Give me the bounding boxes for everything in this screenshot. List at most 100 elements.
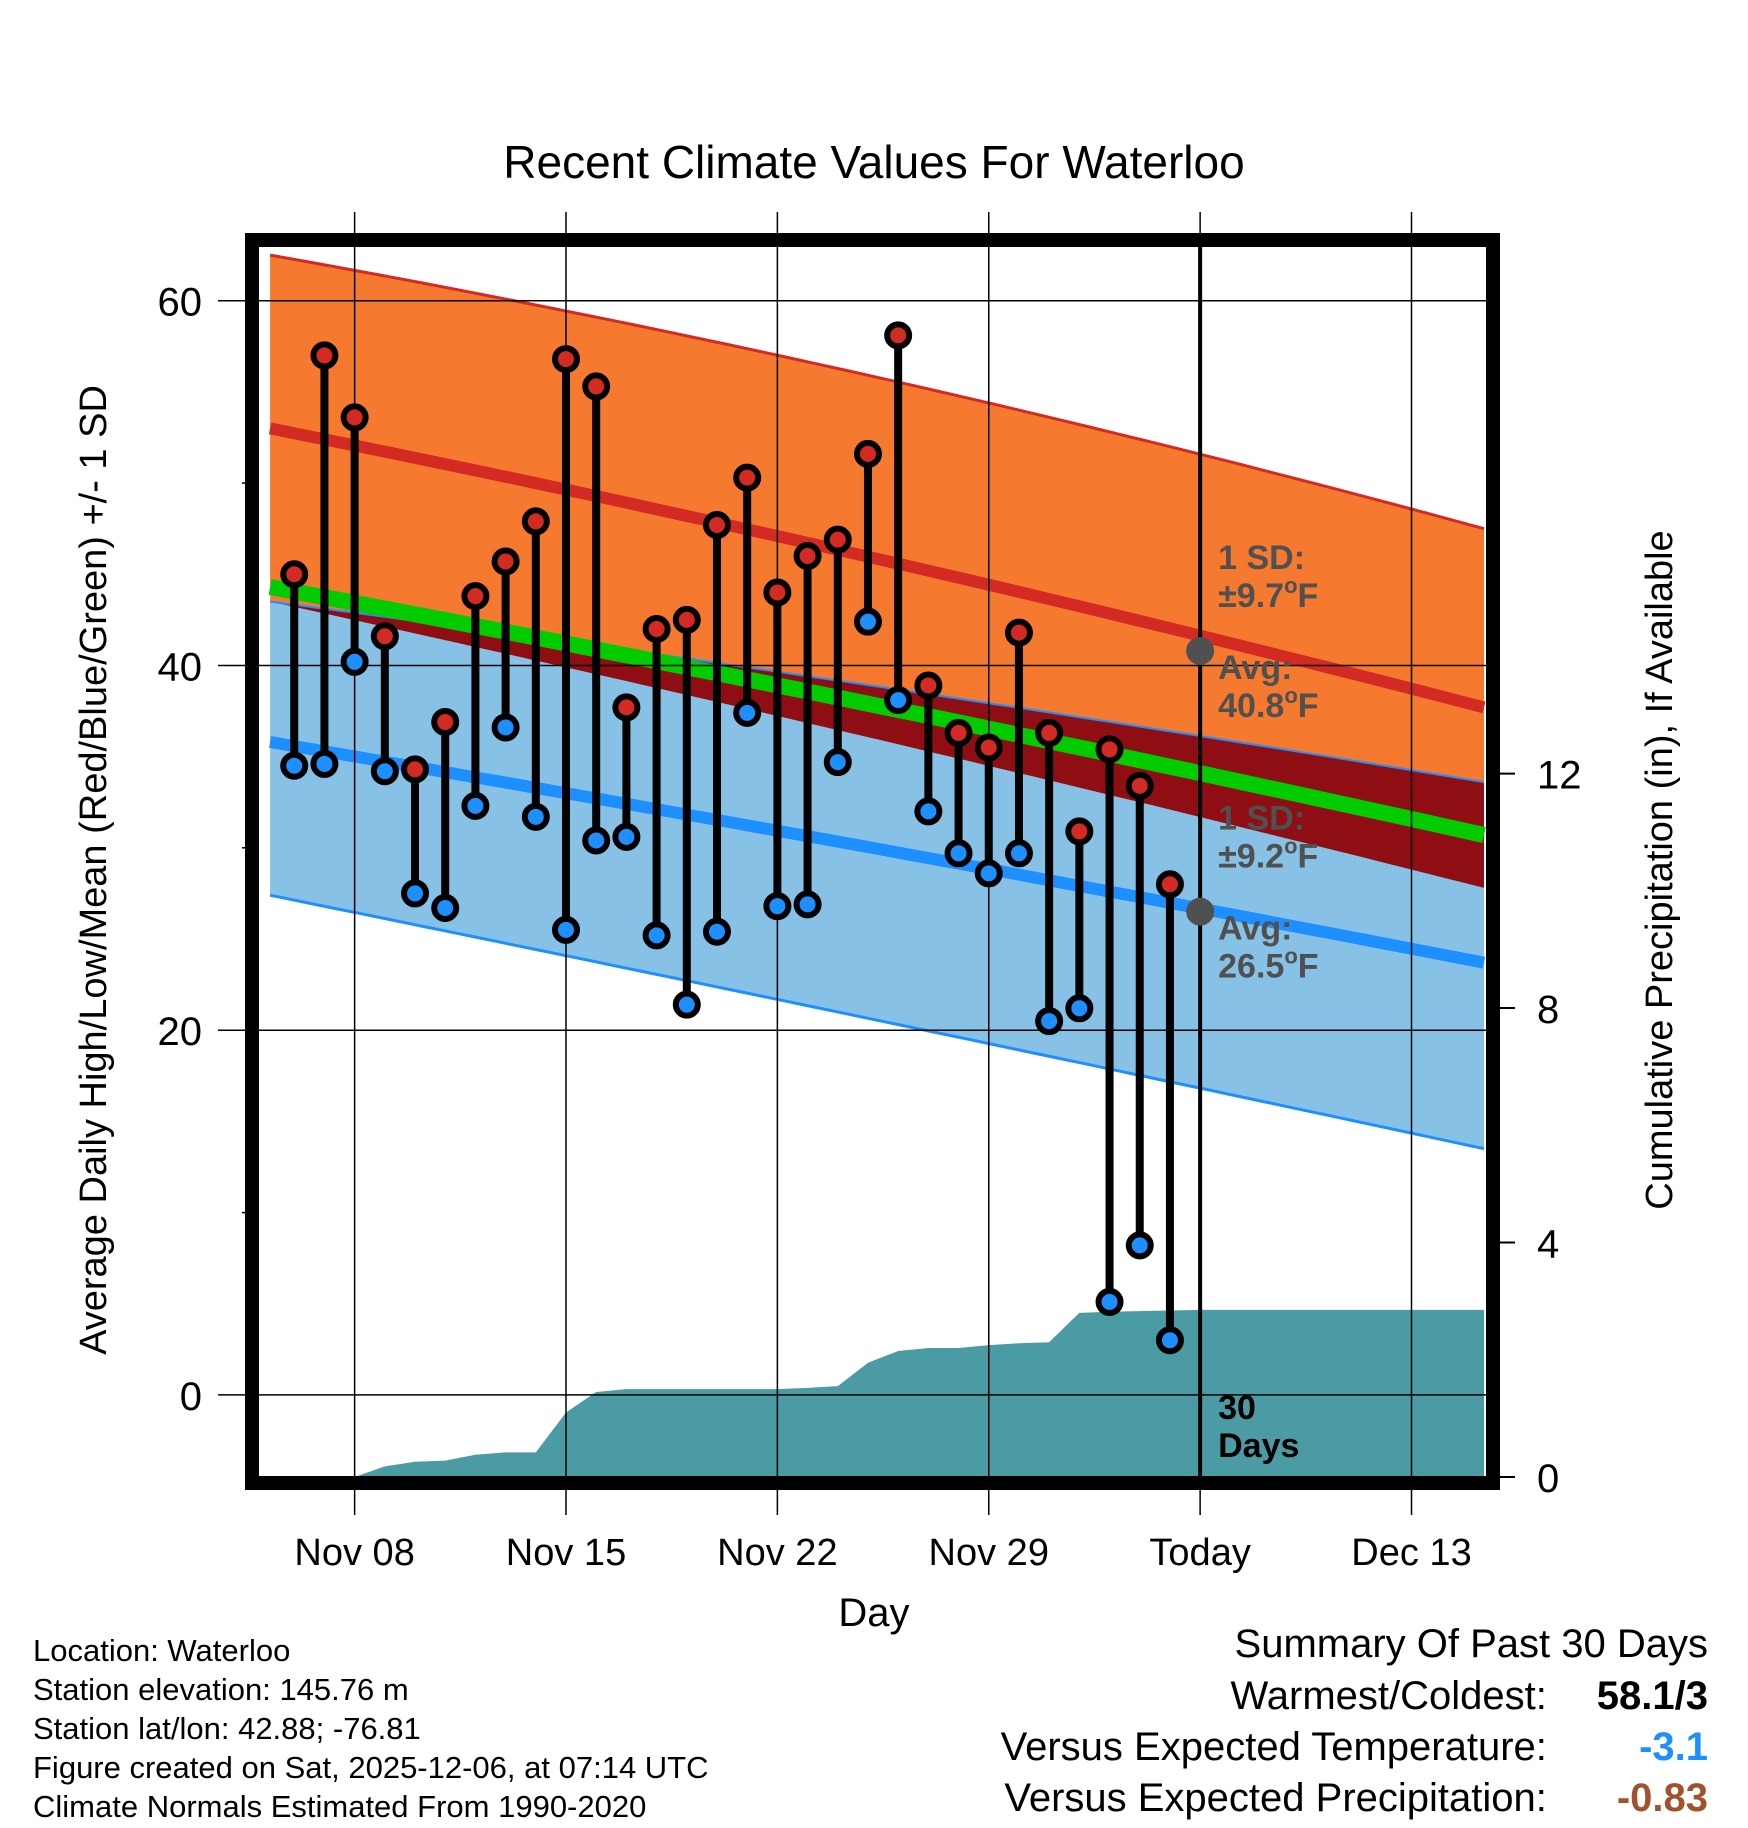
low-sd-value: ±9.2oF: [1218, 834, 1318, 876]
days-unit-label: Days: [1218, 1427, 1299, 1465]
summary-temp-value: -3.1: [1639, 1725, 1708, 1769]
observed-high-marker: [914, 671, 943, 700]
high-sd-band: [270, 255, 1485, 783]
x-tick-label: Nov 29: [929, 1532, 1049, 1574]
chart-title: Recent Climate Values For Waterloo: [503, 136, 1244, 188]
low-sd-band: [270, 601, 1485, 1149]
observed-low-marker: [642, 921, 671, 950]
y-tick-label-left: 60: [158, 281, 203, 325]
y-tick-label-left: 20: [158, 1010, 203, 1054]
observed-high-marker: [461, 582, 490, 611]
meta-location: Location: Waterloo: [33, 1633, 291, 1668]
observed-low-marker: [521, 802, 550, 831]
high-sd-label: 1 SD:: [1218, 539, 1305, 577]
observed-high-marker: [1035, 718, 1064, 747]
observed-high-marker: [642, 614, 671, 643]
low-avg-value: 26.5oF: [1218, 944, 1318, 986]
observed-high-marker: [552, 345, 581, 374]
summary-warmest-value: 58.1/3: [1596, 1674, 1708, 1718]
observed-low-marker: [1125, 1231, 1154, 1260]
observed-high-marker: [853, 439, 882, 468]
observed-high-marker: [431, 707, 460, 736]
summary-temp-row: Versus Expected Temperature: -3.1: [1001, 1725, 1708, 1770]
observed-low-marker: [914, 797, 943, 826]
x-tick-label: Nov 22: [717, 1532, 837, 1574]
y-tick-label-right: 8: [1537, 988, 1559, 1032]
observed-high-marker: [401, 755, 430, 784]
observed-low-marker: [853, 607, 882, 636]
high-upper-line: [269, 253, 1485, 531]
days-count-label: 30: [1218, 1389, 1256, 1427]
observed-low-marker: [823, 748, 852, 777]
observed-high-marker: [491, 547, 520, 576]
observed-low-marker: [612, 822, 641, 851]
observed-high-marker: [944, 718, 973, 747]
x-axis-label: Day: [838, 1591, 909, 1635]
observed-high-marker: [793, 542, 822, 571]
summary-precip-label: Versus Expected Precipitation:: [1004, 1776, 1547, 1820]
observed-low-marker: [702, 917, 731, 946]
observed-low-marker: [491, 713, 520, 742]
high-avg-value: 40.8oF: [1218, 683, 1318, 725]
meta-elevation: Station elevation: 145.76 m: [33, 1672, 409, 1707]
observed-high-marker: [370, 622, 399, 651]
summary-precip-value: -0.83: [1616, 1776, 1708, 1820]
observed-high-marker: [884, 321, 913, 350]
observed-high-marker: [1155, 870, 1184, 899]
y-axis-label-right: Cumulative Precipitation (in), If Availa…: [1639, 530, 1681, 1209]
x-tick-label: Nov 08: [294, 1532, 414, 1574]
observed-low-marker: [370, 757, 399, 786]
low-sd-label: 1 SD:: [1218, 800, 1305, 838]
y-tick-label-left: 40: [158, 645, 203, 689]
today-high-avg-marker: [1186, 636, 1215, 665]
observed-low-marker: [1095, 1287, 1124, 1316]
summary-temp-label: Versus Expected Temperature:: [1000, 1725, 1547, 1769]
y-tick-label-right: 0: [1537, 1457, 1559, 1501]
observed-high-marker: [763, 578, 792, 607]
observed-high-marker: [1125, 771, 1154, 800]
cumulative-precip-area: [270, 1309, 1485, 1477]
observed-high-marker: [612, 693, 641, 722]
meta-normals: Climate Normals Estimated From 1990-2020: [33, 1789, 647, 1824]
x-tick-label: Dec 13: [1351, 1532, 1471, 1574]
today-low-avg-marker: [1186, 897, 1215, 926]
low-avg-label: Avg:: [1218, 910, 1292, 948]
observed-high-marker: [733, 463, 762, 492]
observed-low-marker: [552, 915, 581, 944]
observed-high-marker: [974, 733, 1003, 762]
observed-low-marker: [884, 686, 913, 715]
observed-low-marker: [763, 892, 792, 921]
low-lower-line: [269, 893, 1485, 1151]
observed-high-marker: [702, 511, 731, 540]
y-axis-label-left: Average Daily High/Low/Mean (Red/Blue/Gr…: [73, 385, 115, 1355]
mean-sd-band: [270, 601, 1485, 888]
high-avg-label: Avg:: [1218, 649, 1292, 687]
observed-high-marker: [280, 560, 309, 589]
summary-title: Summary Of Past 30 Days: [1234, 1622, 1708, 1666]
summary-precip-row: Versus Expected Precipitation: -0.83: [1004, 1776, 1708, 1821]
observed-high-marker: [823, 525, 852, 554]
observed-low-marker: [280, 751, 309, 780]
summary-warmest-label: Warmest/Coldest:: [1230, 1674, 1547, 1718]
meta-latlon: Station lat/lon: 42.88; -76.81: [33, 1711, 421, 1746]
observed-low-marker: [401, 879, 430, 908]
observed-low-marker: [461, 791, 490, 820]
observed-low-marker: [672, 990, 701, 1019]
observed-high-marker: [1065, 817, 1094, 846]
observed-low-marker: [793, 890, 822, 919]
plot-frame: [245, 233, 1500, 1490]
observed-low-marker: [733, 698, 762, 727]
summary-warmest-row: Warmest/Coldest: 58.1/3: [1231, 1674, 1709, 1719]
observed-low-marker: [431, 894, 460, 923]
observed-high-marker: [672, 605, 701, 634]
observed-high-marker: [340, 403, 369, 432]
y-tick-label-right: 4: [1537, 1223, 1559, 1267]
observed-low-marker: [1155, 1326, 1184, 1355]
observed-low-marker: [1065, 994, 1094, 1023]
observed-low-marker: [310, 749, 339, 778]
x-tick-label: Nov 15: [506, 1532, 626, 1574]
high-sd-value: ±9.7oF: [1218, 573, 1318, 615]
observed-low-marker: [1004, 839, 1033, 868]
observed-low-marker: [944, 839, 973, 868]
